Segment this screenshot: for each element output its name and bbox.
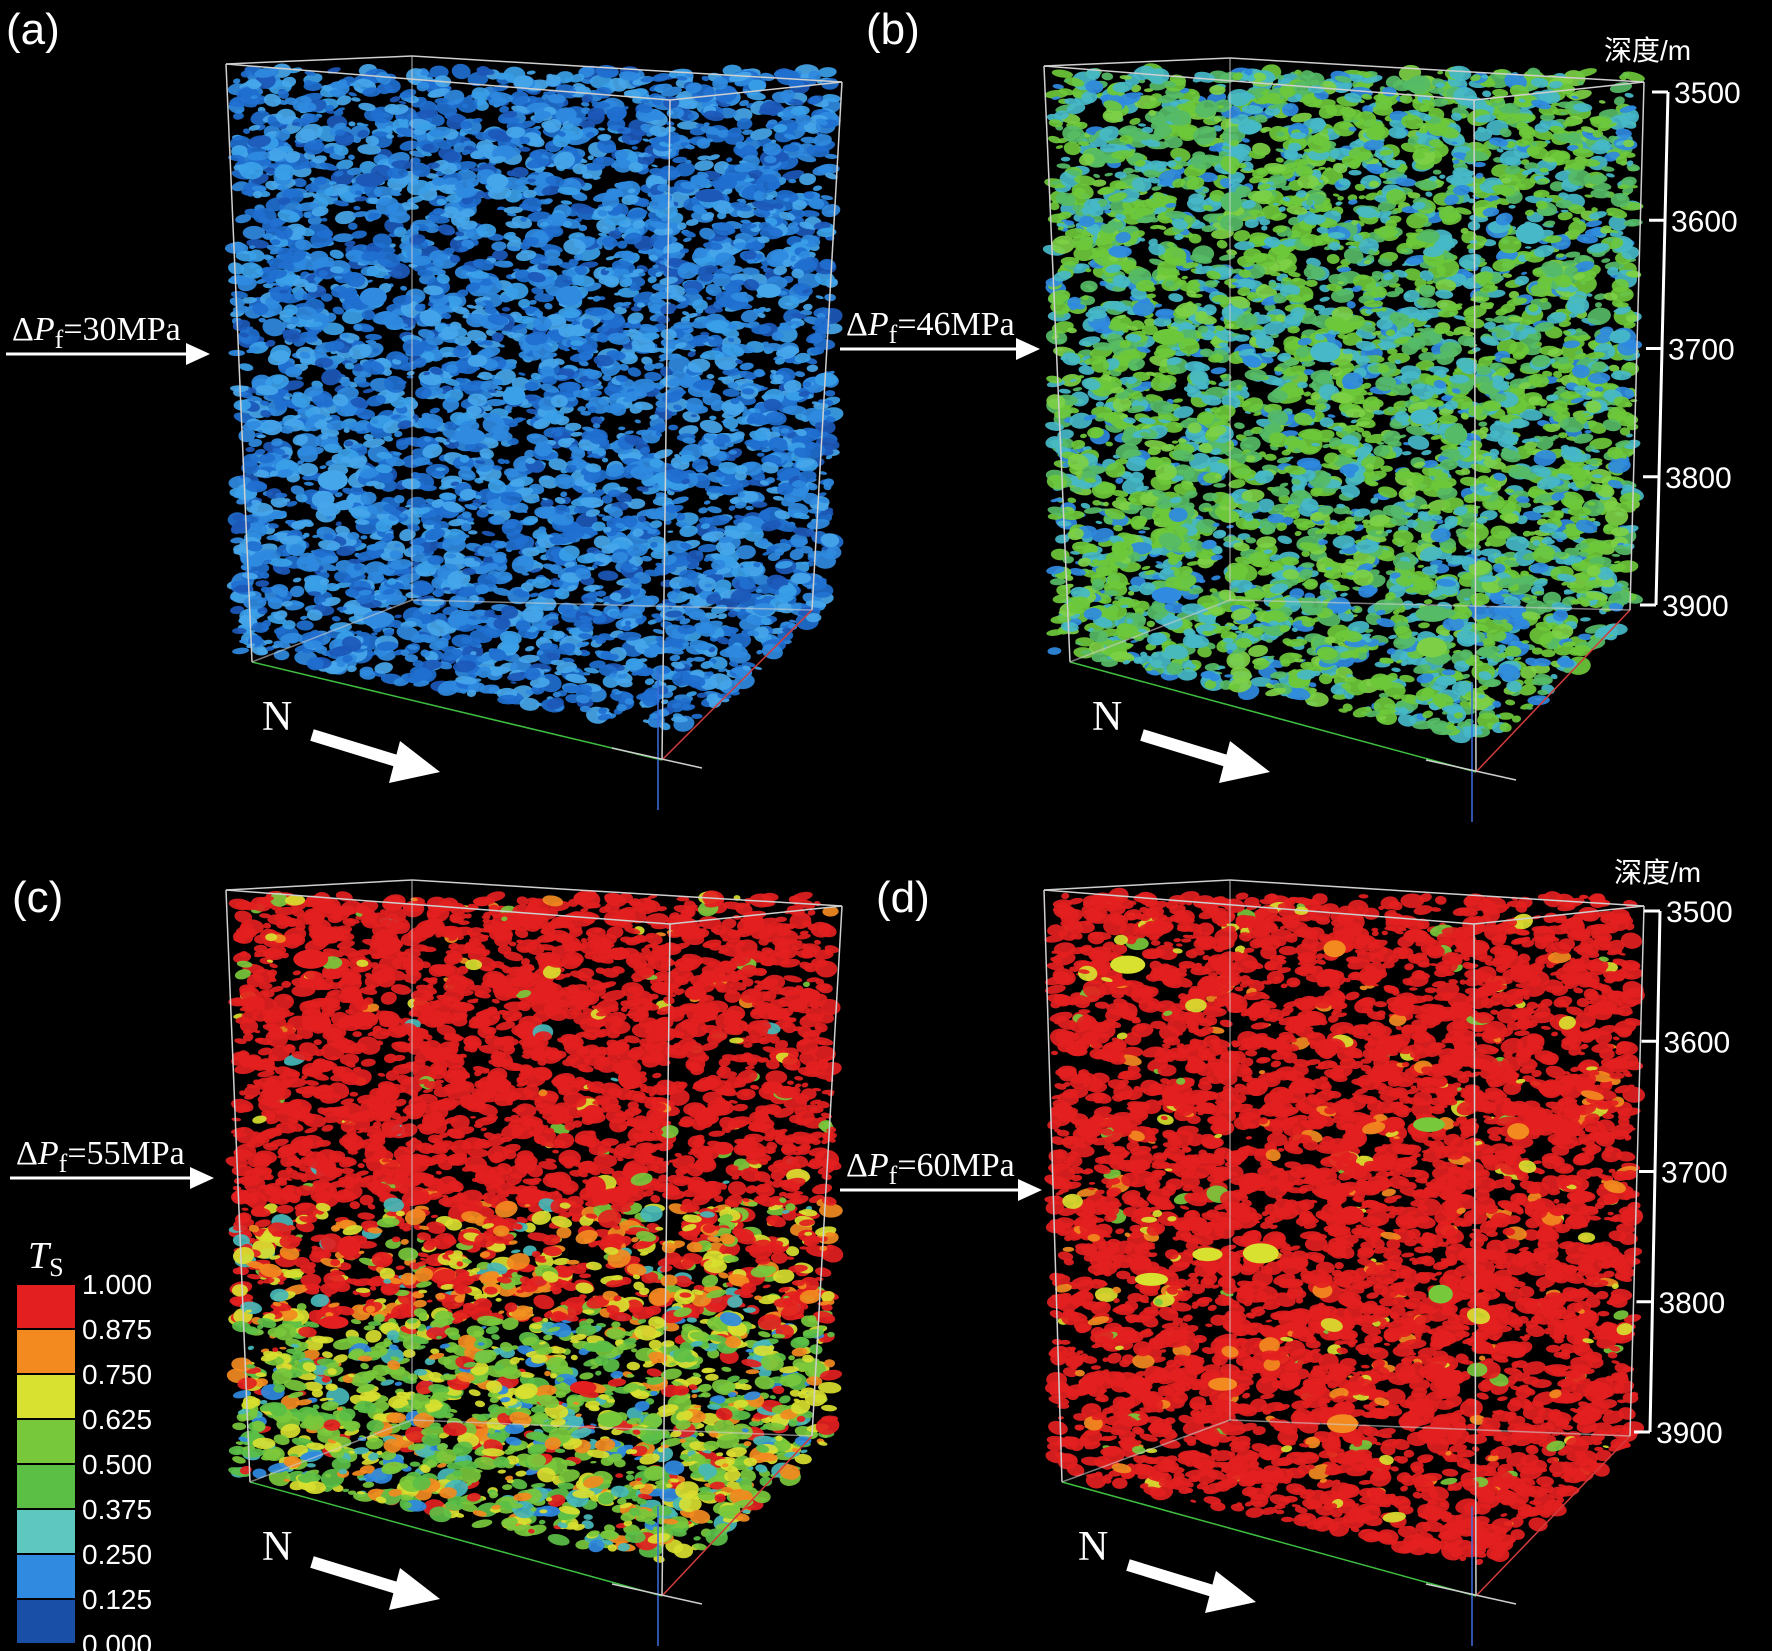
- fracture-cloud-a: [225, 62, 844, 733]
- colorbar-swatch-3: [16, 1419, 76, 1464]
- pressure-label-c: ΔPf=55MPa: [16, 1135, 185, 1178]
- colorbar-tick-1: 0.875: [82, 1314, 152, 1345]
- colorbar-swatch-6: [16, 1554, 76, 1599]
- depth-axis-title-top: 深度/m: [1604, 35, 1691, 66]
- north-label-c: N: [262, 1524, 292, 1570]
- colorbar-swatch-0: [16, 1284, 76, 1329]
- panel-label-d: (d): [876, 873, 930, 922]
- north-label-b: N: [1092, 694, 1122, 740]
- colorbar-tick-5: 0.375: [82, 1494, 152, 1525]
- pressure-label-a: ΔPf=30MPa: [12, 311, 181, 354]
- depth-bottom-tick-3700: 3700: [1661, 1157, 1728, 1190]
- depth-bottom-tick-3500: 3500: [1666, 896, 1733, 929]
- colorbar-swatch-2: [16, 1374, 76, 1419]
- colorbar-swatch-7: [16, 1599, 76, 1644]
- pressure-label-b: ΔPf=46MPa: [846, 306, 1015, 349]
- panel-label-a: (a): [6, 5, 60, 54]
- depth-top-tick-3800: 3800: [1665, 462, 1732, 495]
- colorbar-swatch-1: [16, 1329, 76, 1374]
- colorbar-swatch-5: [16, 1509, 76, 1554]
- colorbar-tick-6: 0.250: [82, 1539, 152, 1570]
- depth-top-tick-3600: 3600: [1671, 205, 1738, 238]
- colorbar-tick-7: 0.125: [82, 1584, 152, 1615]
- north-label-d: N: [1078, 1524, 1108, 1570]
- colorbar-swatch-4: [16, 1464, 76, 1509]
- depth-bottom-tick-3800: 3800: [1659, 1287, 1726, 1320]
- colorbar-tick-3: 0.625: [82, 1404, 152, 1435]
- depth-bottom-tick-3900: 3900: [1656, 1417, 1723, 1450]
- colorbar-tick-0: 1.000: [82, 1269, 152, 1300]
- depth-top-tick-3700: 3700: [1668, 334, 1735, 367]
- depth-axis-title-bottom: 深度/m: [1614, 857, 1701, 888]
- colorbar-tick-4: 0.500: [82, 1449, 152, 1480]
- north-label-a: N: [262, 694, 292, 740]
- colorbar-tick-8: 0.000: [82, 1629, 152, 1651]
- depth-top-tick-3900: 3900: [1662, 590, 1729, 623]
- panel-label-c: (c): [12, 873, 63, 922]
- depth-top-tick-3500: 3500: [1674, 77, 1741, 110]
- colorbar-tick-2: 0.750: [82, 1359, 152, 1390]
- pressure-label-d: ΔPf=60MPa: [846, 1147, 1015, 1190]
- panel-label-b: (b): [866, 5, 920, 54]
- depth-bottom-tick-3600: 3600: [1664, 1026, 1731, 1059]
